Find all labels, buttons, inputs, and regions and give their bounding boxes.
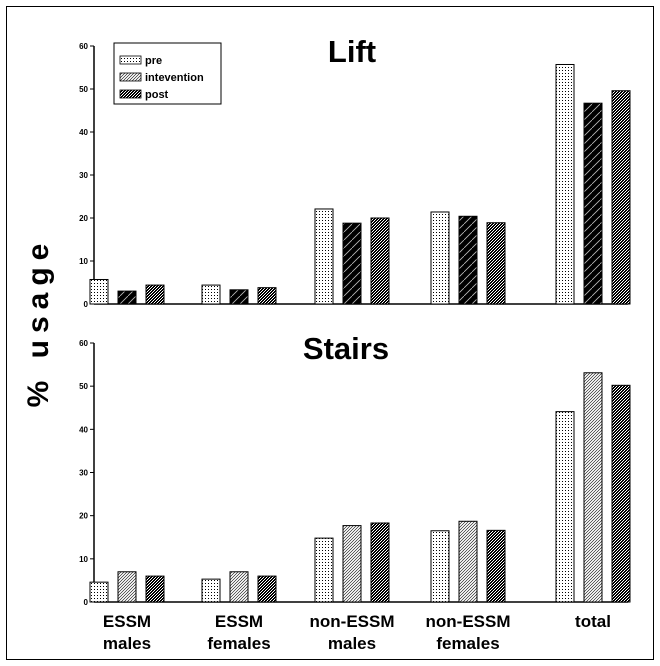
stairs-bar-post (486, 529, 506, 603)
stairs-title: Stairs (303, 331, 389, 366)
stairs-bar-pre (89, 581, 109, 603)
stairs-y-tick-label: 30 (79, 469, 88, 478)
stairs-bar-intevention (458, 520, 478, 603)
legend-swatch-pre (119, 55, 142, 65)
stairs-y-tick-label: 50 (79, 382, 88, 391)
lift-bar-intevention (229, 289, 249, 305)
stairs-y-tick-label: 20 (79, 512, 88, 521)
stairs-y-tick-label: 60 (79, 339, 88, 348)
stairs-bar-post (611, 384, 631, 603)
lift-y-tick-label: 10 (79, 257, 88, 266)
lift-y-tick-label: 20 (79, 214, 88, 223)
lift-y-tick-label: 50 (79, 85, 88, 94)
category-label: total (575, 612, 611, 631)
category-label: females (436, 634, 499, 653)
lift-y-tick-label: 30 (79, 171, 88, 180)
lift-bar-intevention (342, 222, 362, 305)
stairs-bar-pre (201, 578, 221, 603)
lift-bar-intevention (458, 215, 478, 305)
stairs-bar-intevention (117, 571, 137, 603)
lift-bar-intevention (583, 102, 603, 305)
legend: pre intevention post (113, 42, 222, 105)
lift-bar-post (257, 287, 277, 305)
legend-swatch-post (119, 89, 142, 99)
stairs-bar-intevention (342, 525, 362, 603)
y-axis-label: % usage (22, 237, 55, 408)
lift-bar-pre (555, 63, 575, 305)
lift-bar-pre (314, 208, 334, 305)
stairs-y-tick-label: 40 (79, 425, 88, 434)
stairs-bar-pre (555, 411, 575, 603)
lift-title: Lift (328, 34, 376, 69)
lift-y-tick-label: 40 (79, 128, 88, 137)
category-label: ESSM (103, 612, 151, 631)
legend-label-post: post (145, 89, 169, 101)
category-label: males (103, 634, 151, 653)
category-label: females (207, 634, 270, 653)
category-label: males (328, 634, 376, 653)
lift-bar-post (611, 90, 631, 305)
lift-bar-post (486, 222, 506, 305)
stairs-bar-post (257, 575, 277, 603)
category-label: ESSM (215, 612, 263, 631)
legend-label-pre: pre (145, 55, 162, 67)
lift-bar-pre (201, 284, 221, 305)
stairs-bar-post (145, 575, 165, 603)
legend-label-intevention: intevention (145, 72, 204, 84)
lift-bar-post (145, 284, 165, 305)
stairs-bar-intevention (583, 372, 603, 603)
stairs-bar-intevention (229, 571, 249, 603)
category-label: non-ESSM (426, 612, 511, 631)
stairs-y-tick-label: 0 (84, 598, 89, 607)
lift-bar-pre (430, 211, 450, 305)
lift-bar-post (370, 217, 390, 305)
lift-bar-pre (89, 278, 109, 305)
stairs-bar-pre (314, 537, 334, 603)
stairs-y-tick-label: 10 (79, 555, 88, 564)
legend-swatch-intevention (119, 72, 142, 82)
stairs-bar-post (370, 522, 390, 603)
lift-y-tick-label: 60 (79, 42, 88, 51)
lift-bar-intevention (117, 290, 137, 305)
category-label: non-ESSM (310, 612, 395, 631)
lift-y-tick-label: 0 (84, 300, 89, 309)
stairs-bar-pre (430, 530, 450, 603)
